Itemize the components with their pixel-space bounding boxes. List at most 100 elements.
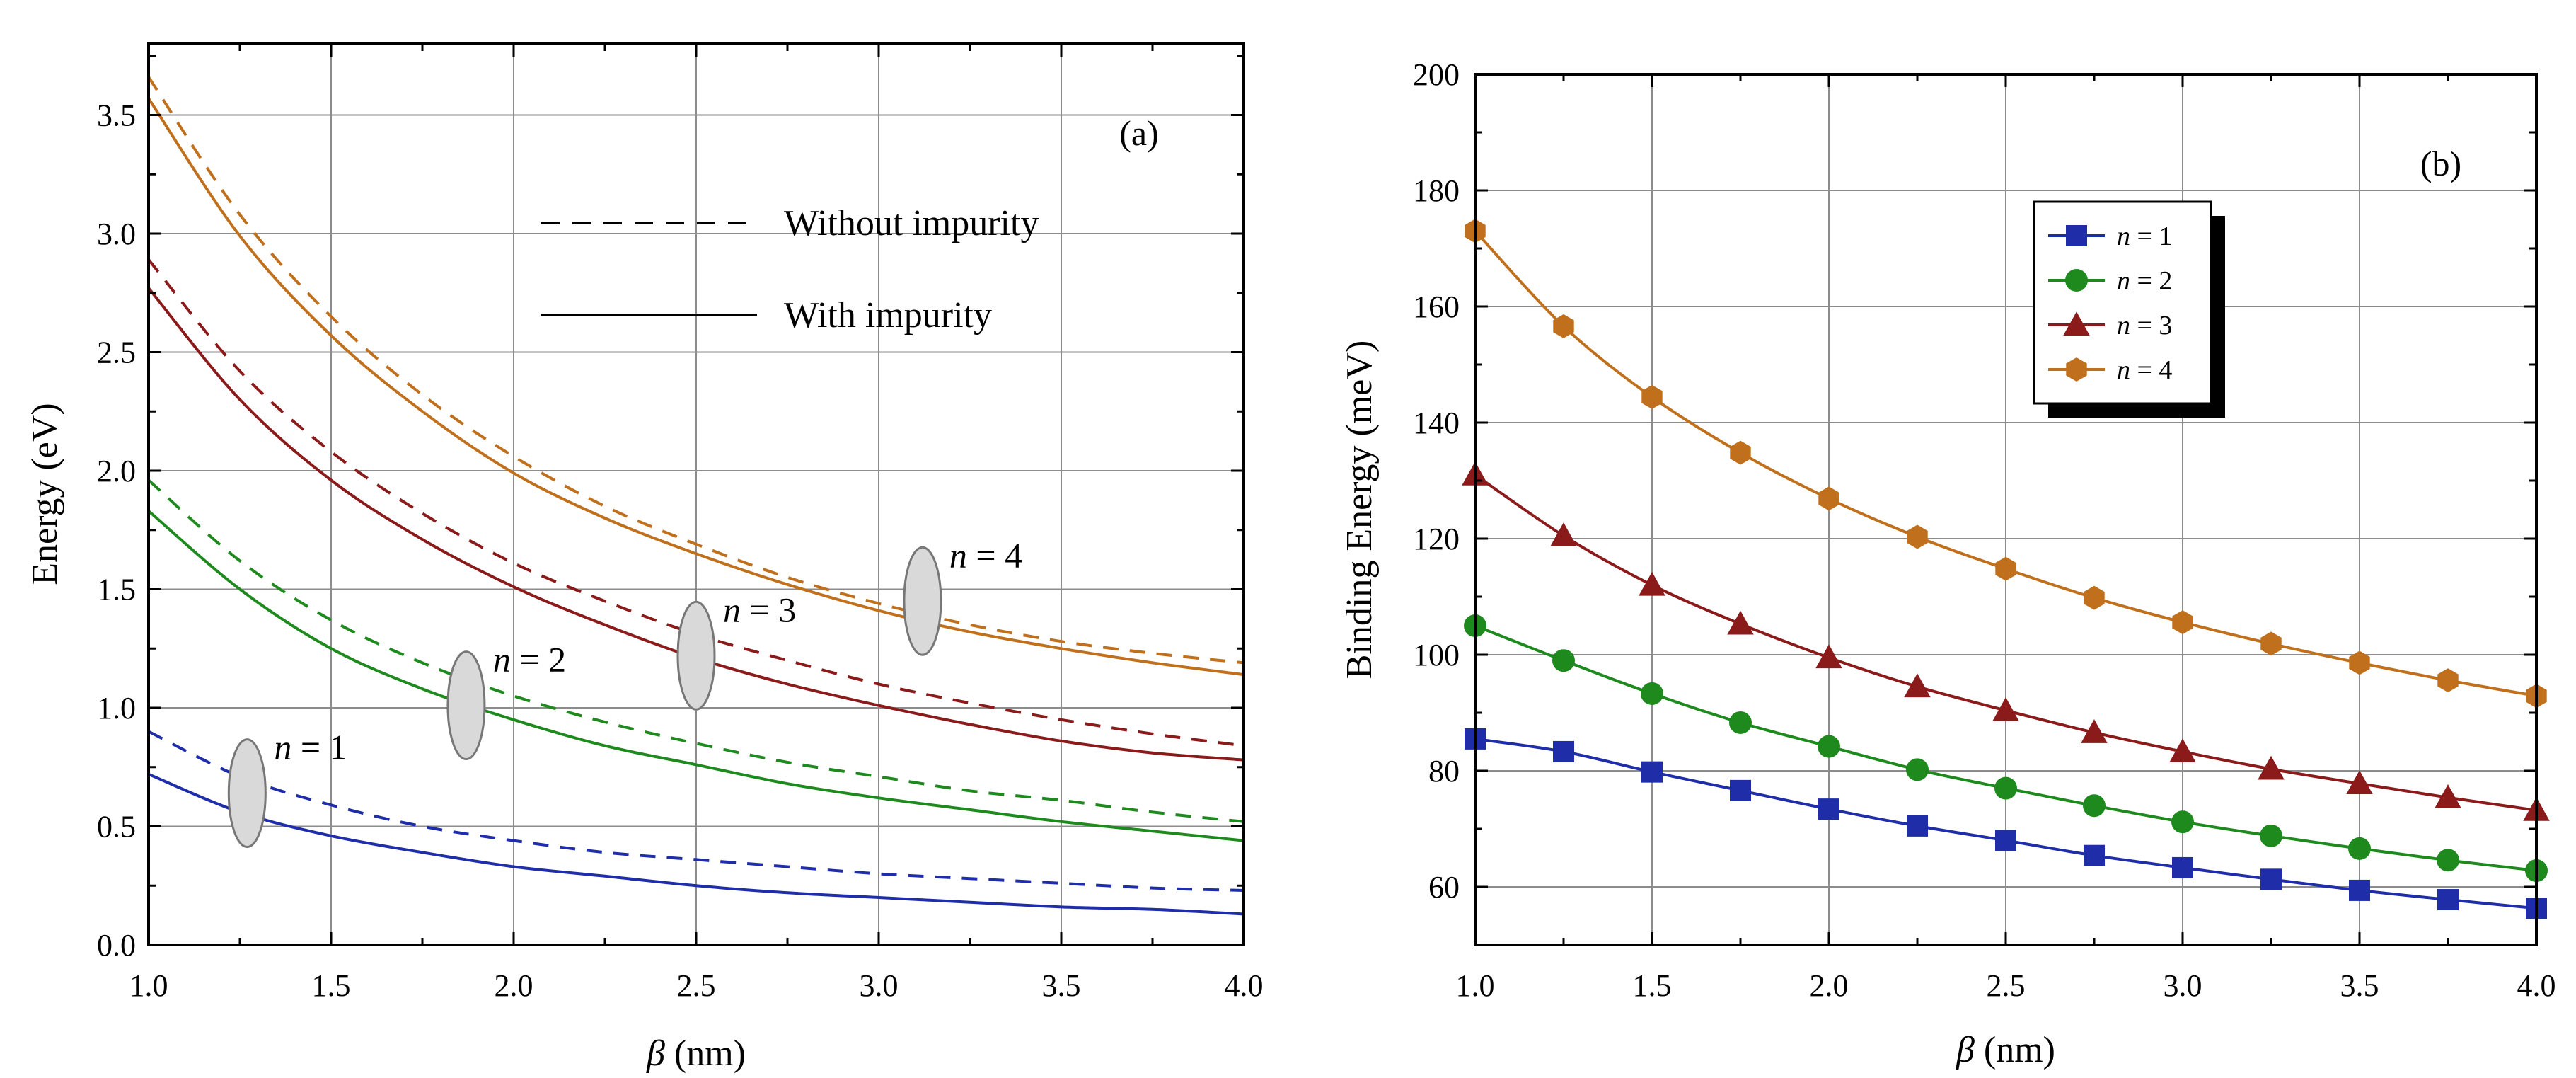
- series-line-n4-without-impurity: [147, 76, 1244, 665]
- panel-b-x-tick-label: 3.0: [2164, 968, 2202, 1003]
- panel-b-y-tick-label: 160: [1413, 289, 1460, 324]
- data-point-n2: [1818, 735, 1840, 758]
- series-line-n1-without-impurity: [148, 730, 1244, 892]
- data-point-n1: [2084, 844, 2105, 866]
- data-point-n3: [1639, 571, 1665, 596]
- state-annotation-label: n = 1: [274, 728, 347, 767]
- data-point-n4: [1730, 440, 1751, 465]
- panel-a-x-tick-label: 3.5: [1042, 968, 1081, 1003]
- panel-b-y-tick-label: 140: [1413, 406, 1460, 440]
- legend-marker-circle: [2065, 269, 2088, 292]
- panel-a-y-tick-label: 1.5: [97, 573, 136, 607]
- state-marker-ellipse: [446, 650, 486, 761]
- panel-b-x-axis-unit: (nm): [1975, 1030, 2055, 1070]
- panel-b-x-tick-label: 4.0: [2517, 968, 2556, 1003]
- legend-entry-var: n: [2117, 266, 2130, 296]
- state-annotation-label: n = 3: [723, 590, 796, 629]
- data-point-n4: [1995, 556, 2016, 581]
- data-point-n2: [1994, 776, 2017, 800]
- panel-a-y-tick-label: 2.5: [97, 336, 136, 370]
- data-point-n3: [1992, 696, 2019, 721]
- panel-b-x-axis-symbol: β: [1956, 1030, 1975, 1070]
- series-line-n4-with-impurity: [147, 97, 1244, 677]
- panel-b-x-tick-label: 1.0: [1456, 968, 1495, 1003]
- panel-a-x-tick-label: 2.5: [677, 968, 716, 1003]
- state-annotation-eq: = 4: [967, 535, 1022, 575]
- panel-b-gridlines: [1475, 74, 2536, 945]
- data-point-n2: [2171, 810, 2194, 834]
- legend-marker-triangle: [2063, 311, 2090, 336]
- data-point-n1: [1995, 830, 2016, 851]
- data-point-n4: [1641, 384, 1663, 409]
- legend-entry-label: n = 4: [2117, 355, 2172, 385]
- legend-entry-label: n = 3: [2117, 311, 2172, 340]
- data-point-n3: [2081, 719, 2108, 743]
- data-point-n3: [1727, 610, 1754, 635]
- legend-entry-eq: = 2: [2130, 266, 2172, 296]
- data-point-n4: [2172, 610, 2193, 635]
- panel-a-legend: Without impurity With impurity: [541, 203, 1039, 336]
- panel-b-series: [1462, 219, 2550, 919]
- data-point-n1: [1553, 740, 1574, 762]
- state-annotation-label: n = 4: [949, 535, 1022, 575]
- data-point-n2: [1641, 682, 1663, 705]
- legend-entry-label: n = 1: [2117, 222, 2172, 251]
- panel-b-y-tick-label: 80: [1428, 754, 1460, 789]
- panel-a-y-tick-label: 3.5: [97, 98, 136, 133]
- panel-b-y-tick-label: 180: [1413, 173, 1460, 208]
- panel-a-label: (a): [1119, 113, 1159, 153]
- state-annotation-eq: = 1: [291, 728, 347, 767]
- series-line-n1-with-impurity: [148, 772, 1244, 916]
- panel-a-x-tick-label: 1.5: [312, 968, 351, 1003]
- data-point-n1: [1730, 779, 1751, 801]
- data-point-n4: [1553, 314, 1574, 338]
- state-marker-ellipse: [227, 738, 267, 849]
- panel-a-x-tick-label: 2.0: [495, 968, 533, 1003]
- panel-a-x-tick-label: 4.0: [1225, 968, 1264, 1003]
- data-point-n3: [1815, 644, 1842, 669]
- panel-a-energy-chart: n = 1n = 2n = 3n = 4 1.0 1.5 2.0 2.5 3.0 3.5 4…: [25, 42, 1264, 1074]
- data-point-n3: [1904, 673, 1931, 698]
- data-point-n2: [2437, 849, 2459, 872]
- series-line-n2-with-impurity: [147, 510, 1244, 842]
- panel-b-y-tick-label: 200: [1413, 57, 1460, 92]
- panel-b-binding-energy-chart: 1.0 1.5 2.0 2.5 3.0 3.5 4.0 60 80 100 120 140 160 180…: [1339, 57, 2556, 1070]
- data-point-n2: [2260, 824, 2282, 847]
- data-point-n4: [1818, 486, 1839, 511]
- panel-a-x-axis-unit: (nm): [665, 1033, 746, 1074]
- data-point-n1: [2349, 879, 2370, 901]
- data-point-n2: [1906, 758, 1929, 781]
- legend-entry-var: n: [2117, 311, 2130, 340]
- panel-b-x-axis-label: β (nm): [1956, 1030, 2055, 1070]
- data-point-n4: [2260, 631, 2282, 656]
- data-point-n1: [1818, 798, 1839, 820]
- panel-a-y-tick-label: 2.0: [97, 454, 136, 488]
- panel-a-y-tick-label: 0.0: [97, 928, 136, 963]
- data-point-n2: [2348, 837, 2371, 860]
- data-point-n1: [1907, 815, 1928, 837]
- data-point-n4: [2084, 585, 2105, 610]
- panel-b-x-tick-label: 3.5: [2340, 968, 2379, 1003]
- data-point-n4: [2349, 650, 2370, 675]
- panel-a-x-tick-label: 3.0: [860, 968, 899, 1003]
- data-point-n1: [2172, 856, 2193, 878]
- legend-entry-eq: = 3: [2130, 311, 2172, 340]
- state-annotation-var: n: [274, 728, 291, 767]
- state-annotation-var: n: [723, 590, 741, 629]
- state-annotation-eq: = 2: [511, 640, 566, 680]
- data-point-n2: [1552, 649, 1575, 672]
- legend-marker-square: [2066, 225, 2087, 246]
- data-point-n4: [1907, 524, 1928, 549]
- legend-marker-hexagon: [2066, 357, 2087, 382]
- panel-b-x-tick-label: 1.5: [1633, 968, 1672, 1003]
- data-point-n1: [2260, 868, 2282, 890]
- panel-a-x-axis-symbol: β: [646, 1033, 665, 1074]
- panel-b-y-axis-label: Binding Energy (meV): [1339, 340, 1380, 680]
- state-annotation-var: n: [949, 535, 967, 575]
- panel-a-y-axis-label: Energy (eV): [25, 403, 65, 585]
- panel-b-legend: n = 1n = 2n = 3n = 4: [2033, 200, 2225, 418]
- panel-a-y-tick-label: 3.0: [97, 217, 136, 251]
- legend-entry-var: n: [2117, 222, 2130, 251]
- panel-b-x-tick-label: 2.0: [1810, 968, 1849, 1003]
